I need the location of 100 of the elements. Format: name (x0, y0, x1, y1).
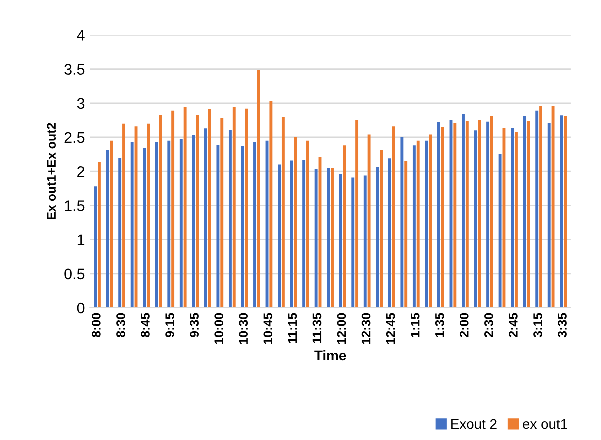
bar (306, 140, 310, 308)
bar (294, 138, 298, 308)
bar (400, 138, 404, 308)
bar (536, 110, 539, 308)
bar (147, 124, 150, 308)
y-tick-label: 2.5 (64, 132, 85, 144)
bar (159, 114, 162, 308)
bar (327, 168, 330, 308)
bar (364, 176, 367, 308)
x-axis-title: Time (314, 350, 346, 361)
bar (368, 134, 371, 308)
bar (429, 134, 432, 308)
bar (331, 168, 334, 308)
bar (376, 168, 380, 308)
legend-label: Exout 2 (452, 419, 497, 430)
x-tick-label: 3:35 (558, 313, 567, 338)
bar (155, 142, 158, 308)
x-tick-label: 2:00 (460, 313, 469, 338)
bar (564, 116, 568, 308)
bar (552, 106, 555, 308)
bar (466, 121, 469, 308)
bar (548, 123, 551, 308)
bar (392, 126, 396, 308)
bar (216, 145, 220, 308)
bar (425, 140, 428, 308)
y-tick-label: 0 (77, 302, 85, 314)
x-tick-label: 12:30 (362, 313, 371, 344)
bar (490, 116, 494, 308)
bar (404, 161, 408, 308)
bar (220, 118, 224, 308)
bar (118, 158, 122, 308)
y-tick-label: 3 (77, 98, 85, 110)
x-tick-label: 3:15 (534, 313, 542, 338)
y-tick-label: 2 (78, 166, 85, 178)
x-tick-label: 9:35 (190, 313, 200, 338)
bar (462, 114, 465, 308)
bar (352, 178, 355, 308)
bar (180, 140, 183, 308)
x-tick-label: 8:45 (141, 313, 150, 338)
bar (515, 132, 518, 308)
bar (523, 116, 526, 308)
bar (356, 120, 359, 308)
bar (130, 142, 134, 308)
bar (270, 101, 273, 308)
bar (184, 107, 187, 308)
bar (143, 148, 146, 308)
bar (98, 162, 101, 308)
x-tick-label: 11:15 (288, 313, 298, 344)
bar (540, 106, 542, 308)
bar (438, 122, 440, 308)
bar (454, 123, 457, 308)
bar (204, 128, 208, 308)
x-tick-label: 2:30 (484, 313, 494, 338)
bar (560, 116, 564, 308)
x-tick-label: 10:30 (239, 313, 248, 344)
bar (228, 130, 232, 308)
y-tick-label: 1.5 (65, 200, 85, 212)
bar (192, 135, 196, 308)
y-tick-label: 1 (78, 234, 85, 246)
bar (388, 158, 392, 308)
bar (257, 70, 260, 308)
bar (278, 164, 281, 308)
bar (416, 140, 420, 308)
bar (441, 127, 444, 308)
bar (486, 122, 490, 308)
bar (282, 117, 285, 308)
bar (208, 110, 212, 308)
bar (168, 140, 171, 308)
bar (339, 174, 342, 308)
x-tick-label: 2:45 (509, 313, 518, 338)
bar (478, 120, 482, 308)
x-tick-label: 10:45 (264, 313, 273, 344)
bar (302, 160, 306, 308)
x-tick-label: 1:35 (435, 313, 444, 338)
x-tick-label: 8:30 (116, 313, 126, 338)
x-tick-label: 8:00 (92, 313, 101, 338)
x-tick-label: 12:45 (386, 313, 396, 344)
y-axis-title: Ex out1+Ex out2 (47, 123, 56, 220)
x-tick-label: 1:15 (411, 313, 420, 338)
x-tick-label: 11:35 (312, 313, 322, 344)
bar (245, 108, 248, 308)
legend-label: ex out1 (523, 419, 568, 430)
y-tick-label: 3.5 (64, 64, 85, 75)
bar (172, 110, 175, 308)
bar (94, 186, 98, 308)
bar (232, 107, 236, 308)
bar (380, 150, 384, 308)
bar (196, 114, 200, 308)
bar (498, 154, 502, 308)
bar (290, 160, 294, 308)
bar (122, 124, 126, 308)
bar (314, 170, 318, 308)
bar (412, 146, 416, 308)
y-tick-label: 0.5 (64, 268, 85, 280)
x-tick-label: 10:00 (214, 313, 224, 344)
x-tick-label: 9:15 (166, 313, 174, 338)
bar (106, 150, 110, 308)
bar (511, 128, 514, 308)
bar (254, 142, 256, 308)
y-tick-label: 4 (77, 30, 85, 41)
